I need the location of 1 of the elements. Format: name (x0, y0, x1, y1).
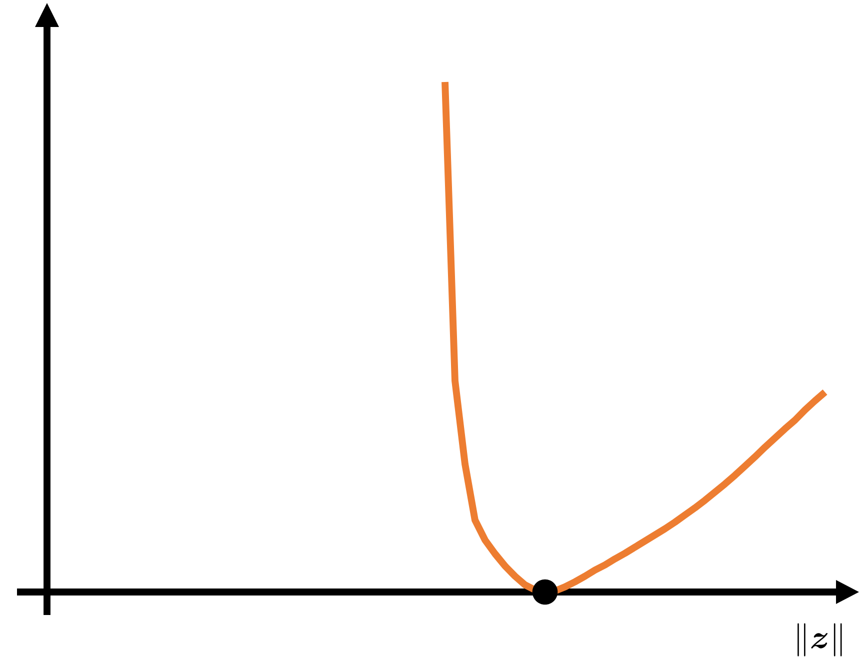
x-axis-title: $\|\boldsymbol{z}\|$ (798, 623, 842, 656)
